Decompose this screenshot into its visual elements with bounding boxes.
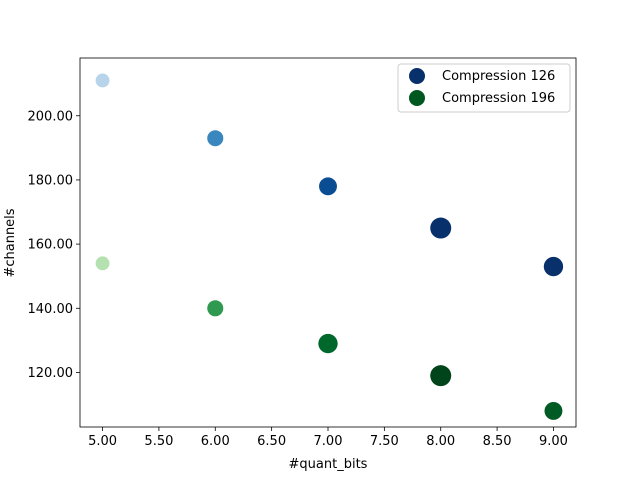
legend-box: [397, 63, 571, 113]
legend-marker-compression-126: [409, 68, 425, 84]
y-axis-label: #channels: [3, 208, 18, 277]
x-axis-label: #quant_bits: [289, 457, 368, 472]
x-tick-label: 5.00: [88, 434, 117, 449]
data-point-series-1: [543, 256, 564, 277]
data-point-series-2: [207, 300, 224, 317]
plot-area: [79, 57, 577, 428]
y-axis-ticks: 120.00 140.00 160.00 180.00 200.00: [28, 109, 80, 381]
legend-label-compression-196: Compression 196: [442, 91, 555, 106]
x-axis-ticks: 5.00 5.50 6.00 6.50 7.00 7.50 8.00 8.50 9.00: [88, 427, 568, 449]
x-tick-label: 6.50: [257, 434, 286, 449]
x-tick-label: 8.00: [426, 434, 455, 449]
legend-marker-compression-196: [409, 90, 425, 106]
y-tick-label: 140.00: [28, 302, 74, 317]
data-point-series-1: [95, 73, 110, 88]
y-tick-label: 120.00: [28, 366, 74, 381]
x-tick-label: 7.50: [370, 434, 399, 449]
x-tick-label: 6.00: [201, 434, 230, 449]
data-point-series-2: [544, 401, 563, 420]
y-tick-label: 160.00: [28, 238, 74, 253]
x-tick-label: 5.50: [144, 434, 173, 449]
legend-label-compression-126: Compression 126: [442, 69, 555, 84]
legend: Compression 126 Compression 196: [397, 63, 571, 113]
data-point-series-1: [207, 130, 224, 147]
x-tick-label: 8.50: [483, 434, 512, 449]
x-tick-label: 9.00: [539, 434, 568, 449]
data-point-series-1: [430, 217, 452, 239]
data-point-series-2: [318, 333, 338, 354]
y-tick-label: 200.00: [28, 109, 74, 124]
data-point-series-1: [319, 177, 337, 196]
data-point-series-2: [95, 256, 110, 271]
data-points: [95, 73, 564, 420]
data-point-series-2: [430, 365, 452, 387]
y-tick-label: 180.00: [28, 173, 74, 188]
x-tick-label: 7.00: [314, 434, 343, 449]
